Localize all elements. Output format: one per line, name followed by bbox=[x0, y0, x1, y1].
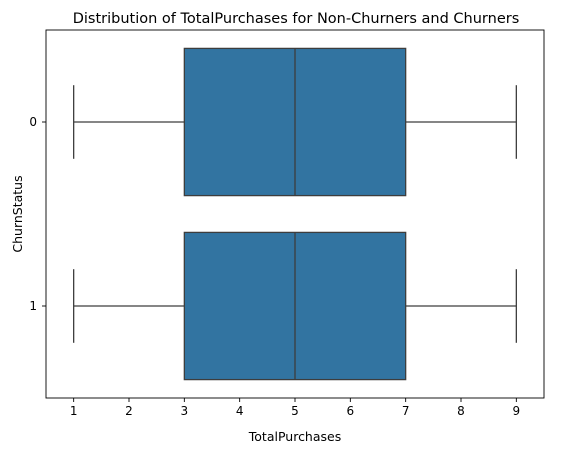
y-tick-label-0: 0 bbox=[29, 115, 37, 129]
x-tick-label-3: 3 bbox=[181, 404, 189, 418]
box-group-1 bbox=[73, 231, 517, 381]
axes: 1 2 3 4 5 6 7 8 9 0 1 bbox=[29, 115, 520, 418]
chart-title: Distribution of TotalPurchases for Non-C… bbox=[73, 11, 520, 27]
y-tick-label-1: 1 bbox=[29, 299, 37, 313]
plot-area bbox=[73, 47, 517, 381]
x-tick-label-1: 1 bbox=[70, 404, 78, 418]
x-tick-label-5: 5 bbox=[291, 404, 299, 418]
x-tick-label-6: 6 bbox=[347, 404, 355, 418]
x-tick-label-9: 9 bbox=[513, 404, 521, 418]
y-axis-label: ChurnStatus bbox=[10, 175, 25, 252]
x-tick-label-7: 7 bbox=[402, 404, 410, 418]
x-tick-label-4: 4 bbox=[236, 404, 244, 418]
x-axis-label: TotalPurchases bbox=[248, 429, 341, 444]
x-tick-label-8: 8 bbox=[457, 404, 465, 418]
x-tick-label-2: 2 bbox=[125, 404, 133, 418]
box-group-0 bbox=[73, 47, 517, 197]
